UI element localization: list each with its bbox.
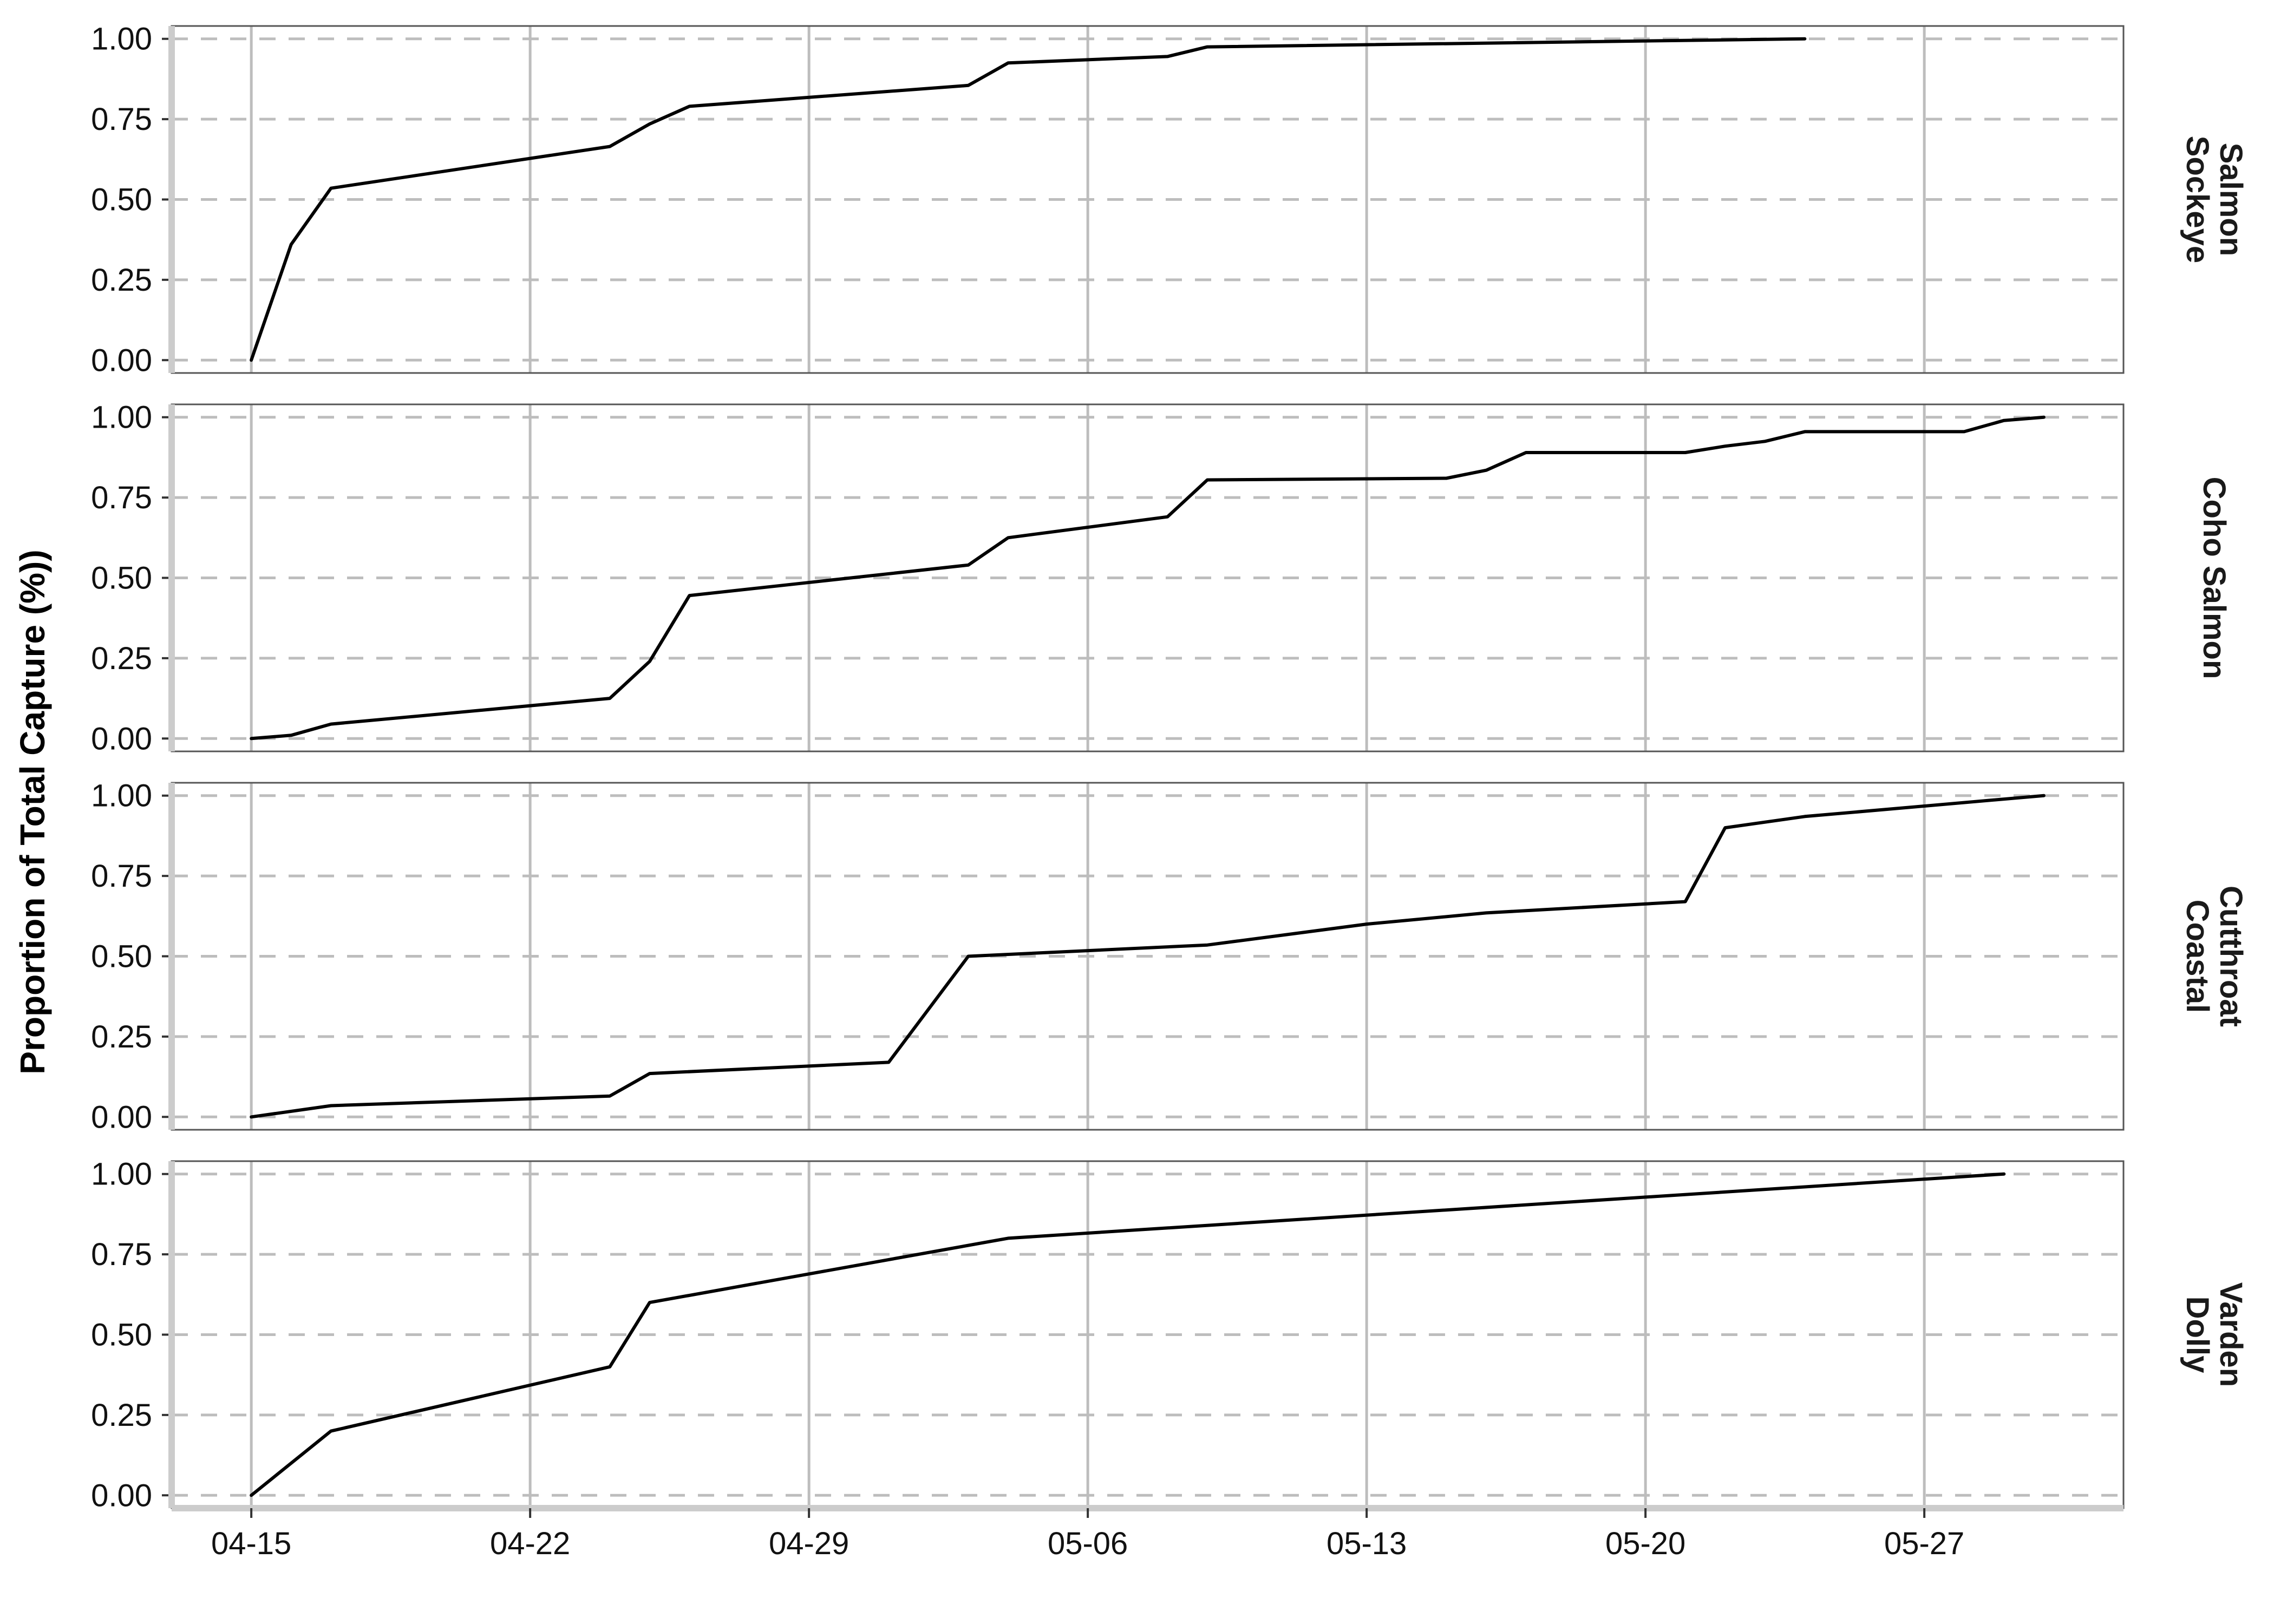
y-tick-label: 0.75 — [91, 102, 152, 137]
facet-strip-label: Coastal — [2180, 900, 2215, 1013]
y-tick-label: 0.25 — [91, 1019, 152, 1055]
facet-strip-label: Sockeye — [2180, 136, 2215, 263]
y-tick-label: 0.75 — [91, 1237, 152, 1272]
y-tick-label: 0.50 — [91, 182, 152, 218]
y-tick-label: 0.00 — [91, 1099, 152, 1135]
x-tick-label: 04-22 — [490, 1526, 570, 1561]
facet-strip-label: Cutthroat — [2213, 886, 2249, 1027]
y-tick-label: 0.00 — [91, 343, 152, 378]
y-tick-label: 1.00 — [91, 22, 152, 57]
y-tick-label: 0.50 — [91, 1318, 152, 1353]
cumulative-capture-line — [250, 415, 2046, 741]
x-tick-label: 05-06 — [1048, 1526, 1128, 1561]
cumulative-capture-line — [250, 1172, 2006, 1497]
y-tick-label: 0.50 — [91, 939, 152, 974]
y-tick-label: 0.25 — [91, 641, 152, 676]
x-axis: 04-15 04-22 04-29 05-06 05-13 05-20 05-27 — [172, 1505, 2123, 1561]
facet-strip-label: Salmon — [2213, 143, 2249, 257]
x-tick-label: 04-15 — [211, 1526, 291, 1561]
y-tick-label: 0.50 — [91, 561, 152, 596]
cumulative-capture-line — [250, 794, 2046, 1119]
x-tick-label: 05-27 — [1884, 1526, 1964, 1561]
facet-strip-label: Dolly — [2180, 1296, 2215, 1373]
y-tick-label: 0.75 — [91, 480, 152, 515]
y-tick-label: 0.75 — [91, 859, 152, 894]
facet-strip-label: Coho Salmon — [2197, 477, 2232, 679]
y-tick-label: 1.00 — [91, 400, 152, 435]
cumulative-capture-line — [250, 37, 1807, 362]
facet-panel: 0.00 0.25 0.50 0.75 1.00 Coho Salmon — [91, 400, 2232, 757]
y-tick-label: 1.00 — [91, 778, 152, 814]
x-tick-label: 05-13 — [1327, 1526, 1407, 1561]
y-tick-label: 0.25 — [91, 263, 152, 298]
facet-strip-label: Varden — [2213, 1282, 2249, 1387]
y-tick-label: 0.25 — [91, 1398, 152, 1433]
x-tick-label: 04-29 — [769, 1526, 849, 1561]
y-tick-label: 1.00 — [91, 1157, 152, 1192]
y-axis-title: Proportion of Total Capture (%)) — [13, 549, 52, 1074]
y-tick-label: 0.00 — [91, 721, 152, 756]
x-tick-label: 05-20 — [1605, 1526, 1685, 1561]
y-tick-label: 0.00 — [91, 1478, 152, 1513]
